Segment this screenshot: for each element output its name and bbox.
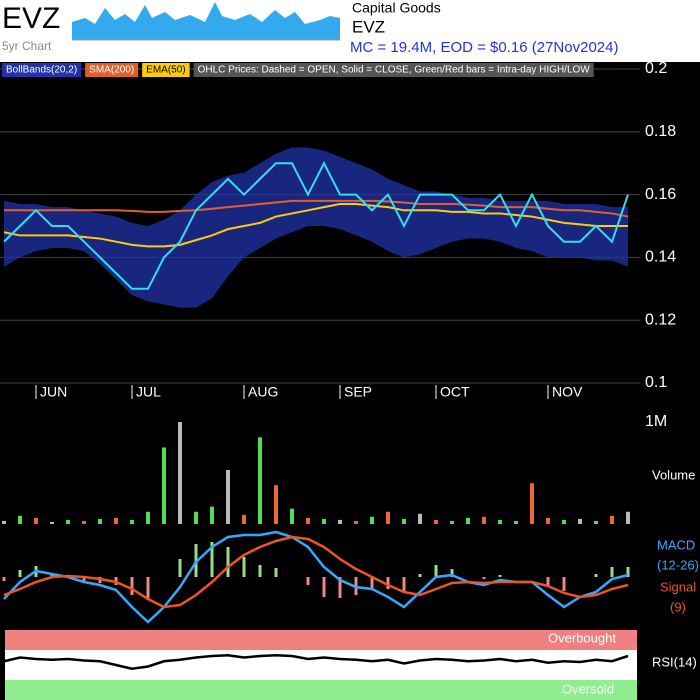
series-line bbox=[3, 653, 629, 671]
volume-bar bbox=[418, 513, 422, 524]
x-tick-label: NOV bbox=[552, 384, 583, 400]
volume-bar bbox=[306, 517, 310, 524]
y-tick-label: 1M bbox=[645, 413, 667, 430]
volume-bar bbox=[370, 516, 374, 524]
series-line bbox=[3, 160, 629, 290]
x-tick-label: OCT bbox=[440, 384, 470, 400]
oversold-zone bbox=[5, 680, 637, 700]
volume-bar bbox=[482, 516, 486, 524]
rsi-label: RSI(14) bbox=[652, 654, 697, 669]
volume-bar bbox=[194, 511, 198, 524]
x-tick-label: SEP bbox=[344, 384, 372, 400]
overbought-label: Overbought bbox=[548, 630, 616, 645]
volume-bar bbox=[562, 519, 566, 524]
sector: Capital Goods bbox=[352, 0, 441, 16]
volume-bar bbox=[530, 483, 534, 524]
volume-bar bbox=[130, 519, 134, 524]
volume-bar bbox=[146, 511, 150, 524]
volume-bar bbox=[578, 518, 582, 524]
x-tick-label: JUN bbox=[40, 384, 67, 400]
volume-bar bbox=[546, 517, 550, 524]
volume-bar bbox=[594, 520, 598, 524]
summary: MC = 19.4M, EOD = $0.16 (27Nov2024) bbox=[350, 39, 618, 56]
signal-label: Signal bbox=[660, 579, 696, 594]
y-tick-label: 0.16 bbox=[645, 186, 676, 203]
y-tick-label: 0.2 bbox=[645, 60, 667, 77]
y-tick-label: 0.12 bbox=[645, 311, 676, 328]
legend-entry: EMA(50) bbox=[146, 65, 185, 76]
bollinger-band bbox=[4, 147, 628, 308]
oversold-label: Oversold bbox=[562, 681, 614, 696]
volume-bar bbox=[2, 520, 6, 524]
thumbnail-sparkline bbox=[72, 2, 340, 40]
y-tick-label: 0.14 bbox=[645, 249, 676, 266]
volume-bar bbox=[178, 422, 182, 524]
volume-bar bbox=[242, 514, 246, 524]
signal-params: (9) bbox=[670, 599, 686, 614]
volume-bar bbox=[210, 506, 214, 524]
volume-bar bbox=[626, 511, 630, 524]
volume-bar bbox=[226, 469, 230, 524]
volume-bar bbox=[514, 520, 518, 524]
overbought-zone bbox=[5, 630, 637, 650]
volume-bar bbox=[82, 520, 86, 524]
volume-bar bbox=[338, 519, 342, 524]
legend-swatch bbox=[142, 63, 190, 77]
volume-bar bbox=[18, 515, 22, 524]
series-line bbox=[3, 535, 629, 609]
volume-bar bbox=[66, 519, 70, 524]
volume-bar bbox=[34, 517, 38, 524]
y-tick-label: 0.1 bbox=[645, 374, 667, 391]
volume-label: Volume bbox=[652, 467, 695, 482]
x-tick-label: AUG bbox=[248, 384, 278, 400]
legend-swatch bbox=[193, 63, 594, 77]
volume-bar bbox=[290, 508, 294, 524]
volume-bar bbox=[114, 517, 118, 524]
company-name: EVZ bbox=[352, 17, 385, 36]
ticker: EVZ bbox=[2, 2, 60, 35]
series-line bbox=[3, 203, 628, 248]
volume-bar bbox=[610, 515, 614, 524]
neutral-zone bbox=[5, 650, 637, 680]
volume-bar bbox=[498, 519, 502, 524]
volume-bar bbox=[450, 520, 454, 524]
volume-bar bbox=[98, 518, 102, 524]
volume-bar bbox=[354, 520, 358, 524]
volume-bar bbox=[386, 511, 390, 524]
volume-bar bbox=[162, 447, 166, 524]
legend-swatch bbox=[2, 63, 82, 77]
thumbnail-label: 5yr Chart bbox=[2, 39, 52, 53]
volume-bar bbox=[50, 521, 54, 524]
legend-entry: OHLC Prices: Dashed = OPEN, Solid = CLOS… bbox=[198, 65, 591, 76]
volume-bar bbox=[402, 518, 406, 524]
volume-bar bbox=[434, 519, 438, 524]
volume-bar bbox=[466, 517, 470, 524]
y-tick-label: 0.18 bbox=[645, 123, 676, 140]
legend-swatch bbox=[85, 63, 139, 77]
series-line bbox=[4, 199, 629, 218]
volume-bar bbox=[274, 485, 278, 524]
macd-params: (12-26) bbox=[657, 557, 699, 572]
x-tick-label: JUL bbox=[136, 384, 161, 400]
volume-bar bbox=[258, 437, 262, 524]
legend-entry: SMA(200) bbox=[89, 65, 134, 76]
volume-bar bbox=[322, 518, 326, 524]
series-line bbox=[3, 530, 629, 624]
macd-label: MACD bbox=[657, 537, 695, 552]
legend-entry: BollBands(20,2) bbox=[6, 65, 77, 76]
